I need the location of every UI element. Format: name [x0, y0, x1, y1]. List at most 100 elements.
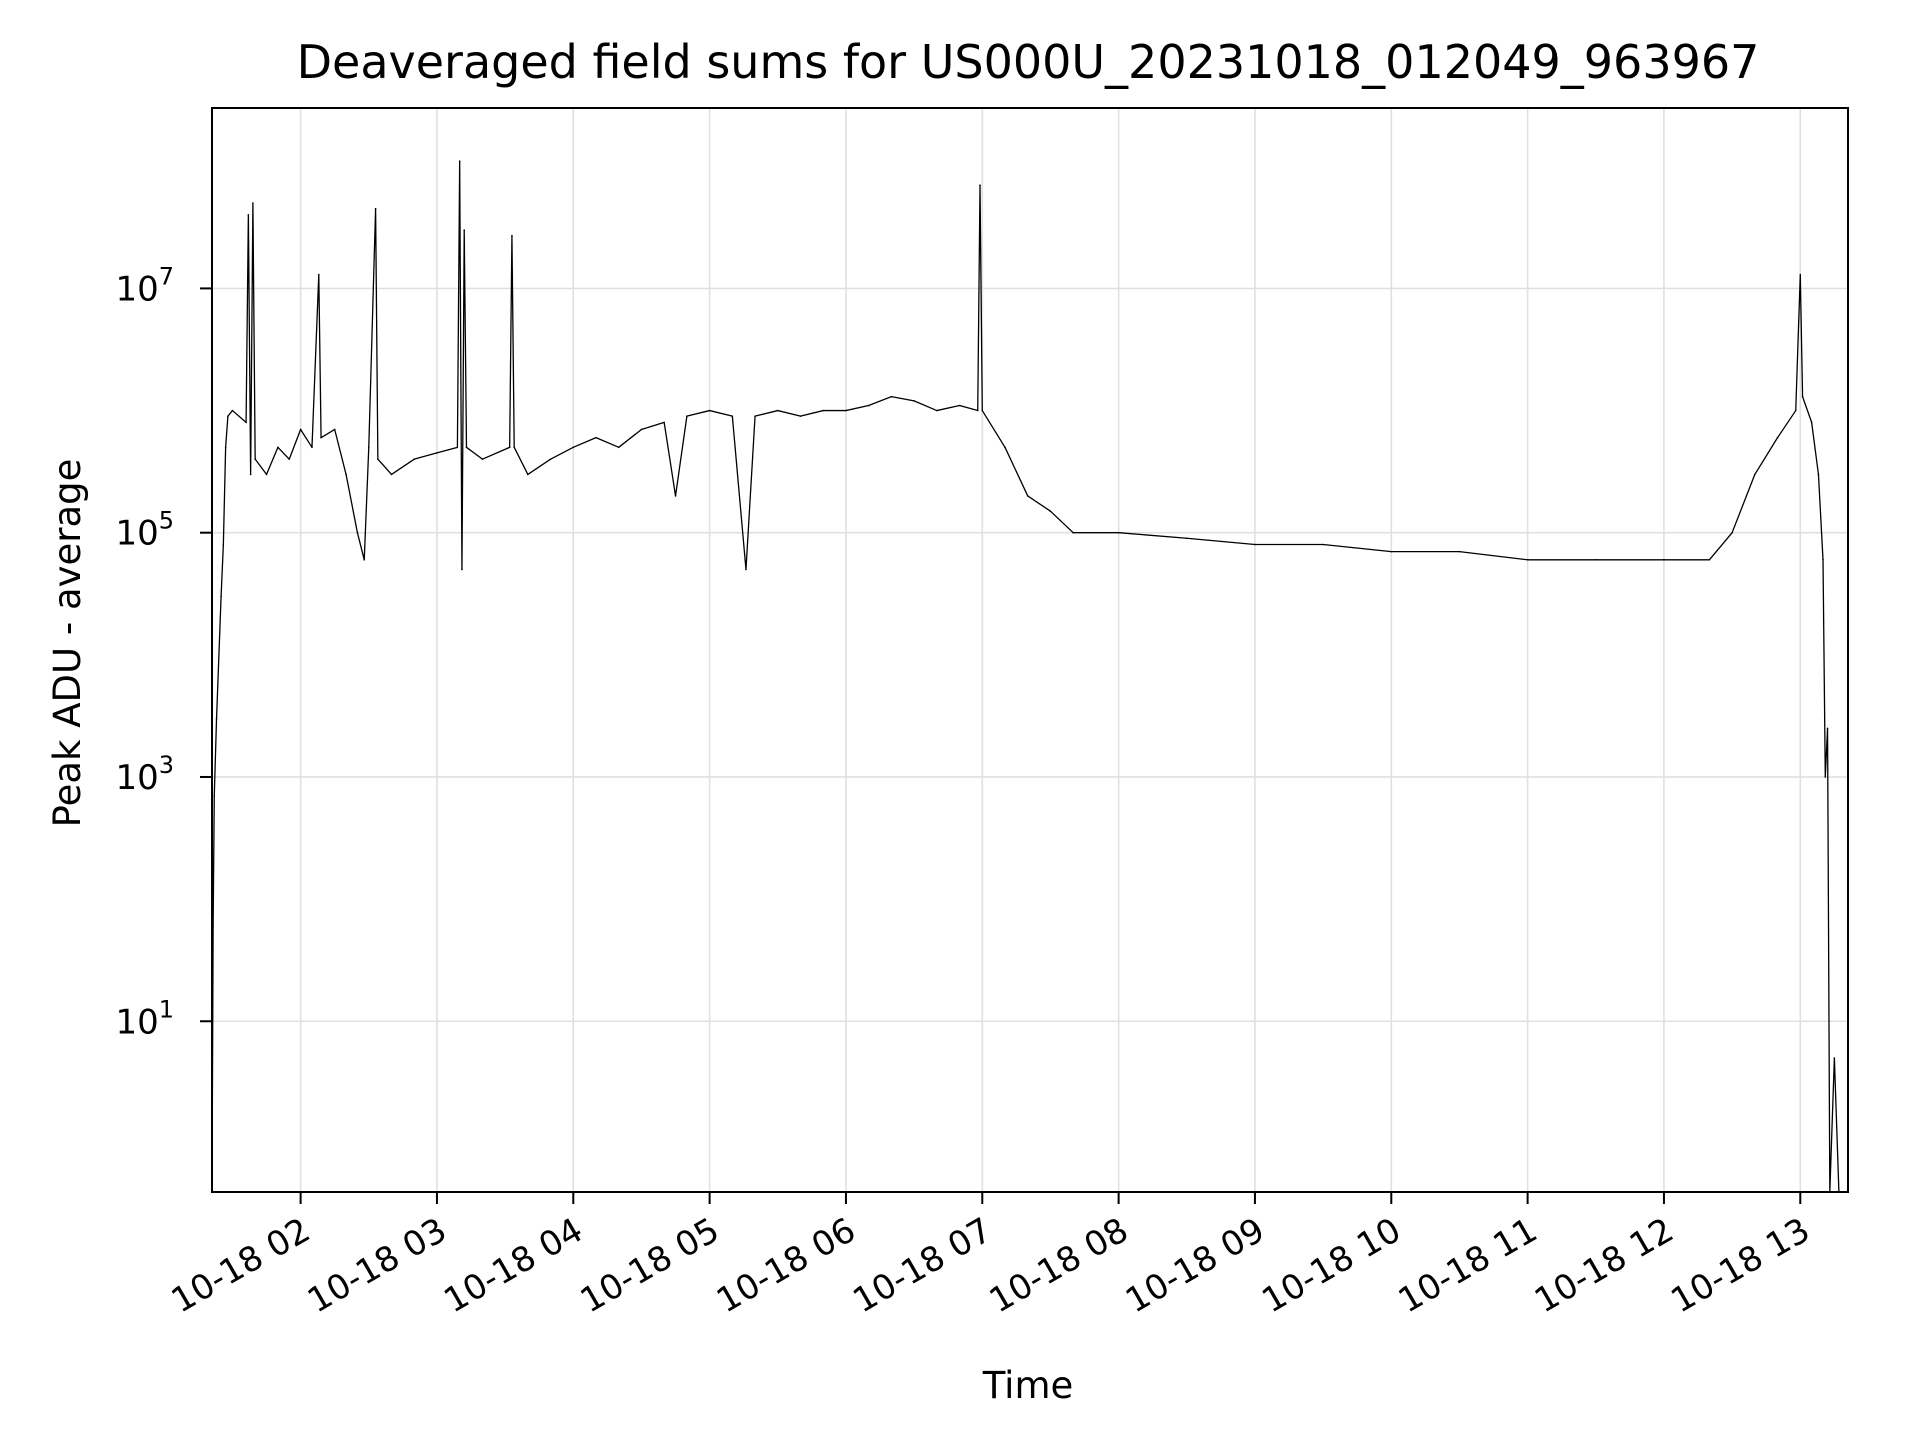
data-point — [481, 458, 484, 460]
y-tick-base: 10 — [115, 1002, 158, 1042]
data-point — [745, 568, 747, 571]
data-point — [1824, 776, 1827, 778]
data-point — [1817, 473, 1820, 476]
y-tick-base: 10 — [115, 514, 158, 554]
data-point — [595, 436, 597, 439]
data-point — [367, 446, 370, 449]
data-point — [247, 214, 250, 216]
y-axis-label: Peak ADU - average — [46, 459, 89, 828]
data-point — [1801, 395, 1804, 398]
data-point — [374, 207, 377, 210]
data-point — [231, 409, 234, 412]
chart-title: Deaveraged field sums for US000U_2023101… — [297, 35, 1760, 89]
data-point — [1072, 531, 1074, 534]
data-point — [277, 446, 279, 449]
data-point — [249, 473, 252, 476]
data-point — [299, 428, 302, 431]
data-point — [220, 595, 222, 598]
data-point — [1708, 558, 1711, 561]
data-point — [663, 421, 665, 424]
data-point — [227, 415, 229, 417]
data-point — [345, 473, 347, 476]
data-point — [254, 458, 256, 460]
data-point — [458, 160, 461, 163]
data-point — [463, 229, 466, 231]
data-point — [511, 234, 513, 237]
y-tick-label: 103 — [115, 751, 174, 798]
data-point — [1390, 550, 1393, 553]
data-point — [686, 415, 688, 417]
data-point — [252, 202, 254, 204]
data-point — [363, 558, 366, 561]
axes-frame — [211, 107, 1849, 1193]
data-point — [549, 458, 552, 460]
data-point — [1004, 446, 1006, 449]
data-point — [1754, 473, 1756, 476]
y-tick-label: 107 — [115, 262, 174, 309]
data-point — [1799, 273, 1802, 276]
data-point — [1833, 1057, 1836, 1059]
y-tick-exponent: 3 — [159, 751, 174, 779]
data-point — [617, 446, 620, 449]
data-point — [333, 428, 336, 431]
data-point — [456, 446, 459, 449]
data-point — [1254, 543, 1256, 546]
y-tick-exponent: 7 — [159, 262, 174, 290]
data-point — [508, 446, 511, 449]
y-tick-base: 10 — [115, 758, 158, 798]
data-point — [1185, 537, 1188, 540]
data-point — [320, 436, 322, 439]
data-point — [674, 495, 677, 497]
data-point — [799, 415, 802, 417]
data-point — [224, 446, 227, 449]
data-point — [845, 409, 847, 412]
grid — [212, 108, 1848, 1192]
data-point — [1458, 550, 1461, 553]
data-point — [377, 458, 379, 460]
data-point — [1663, 558, 1665, 561]
data-point — [958, 404, 961, 407]
data-point — [1526, 558, 1529, 561]
data-point — [572, 446, 575, 449]
data-point — [265, 473, 268, 476]
data-point — [1026, 495, 1029, 497]
data-point — [867, 404, 870, 407]
y-tick-exponent: 5 — [159, 507, 174, 535]
data-point — [936, 409, 938, 412]
data-point — [640, 428, 643, 431]
series-line — [211, 160, 1846, 1193]
data-point — [979, 184, 981, 186]
y-tick-base: 10 — [115, 269, 158, 309]
data-point — [245, 421, 247, 424]
data-point — [1794, 409, 1797, 412]
data-point — [913, 400, 915, 402]
data-point — [1776, 436, 1779, 439]
data-point — [288, 458, 291, 460]
data-point — [413, 458, 416, 460]
data-point — [436, 452, 438, 454]
data-point — [731, 415, 734, 417]
data-point — [215, 717, 218, 720]
data-point — [390, 473, 393, 476]
data-point — [981, 409, 984, 412]
data-point — [317, 273, 320, 276]
data-point — [776, 409, 779, 412]
data-point — [1731, 531, 1733, 534]
data-point — [213, 795, 216, 797]
y-tick-exponent: 1 — [159, 995, 174, 1023]
data-point — [1322, 543, 1324, 546]
data-point — [311, 446, 313, 449]
data-point — [222, 543, 225, 546]
data-point — [513, 446, 516, 449]
data-point — [1049, 510, 1052, 512]
data-point — [822, 409, 825, 412]
x-axis-label: Time — [982, 1364, 1074, 1407]
y-tick-label: 105 — [115, 507, 174, 554]
data-point — [465, 446, 468, 449]
data-point — [1594, 558, 1597, 561]
data-point — [356, 531, 359, 534]
data-point — [1826, 727, 1829, 730]
data-point — [461, 568, 463, 571]
